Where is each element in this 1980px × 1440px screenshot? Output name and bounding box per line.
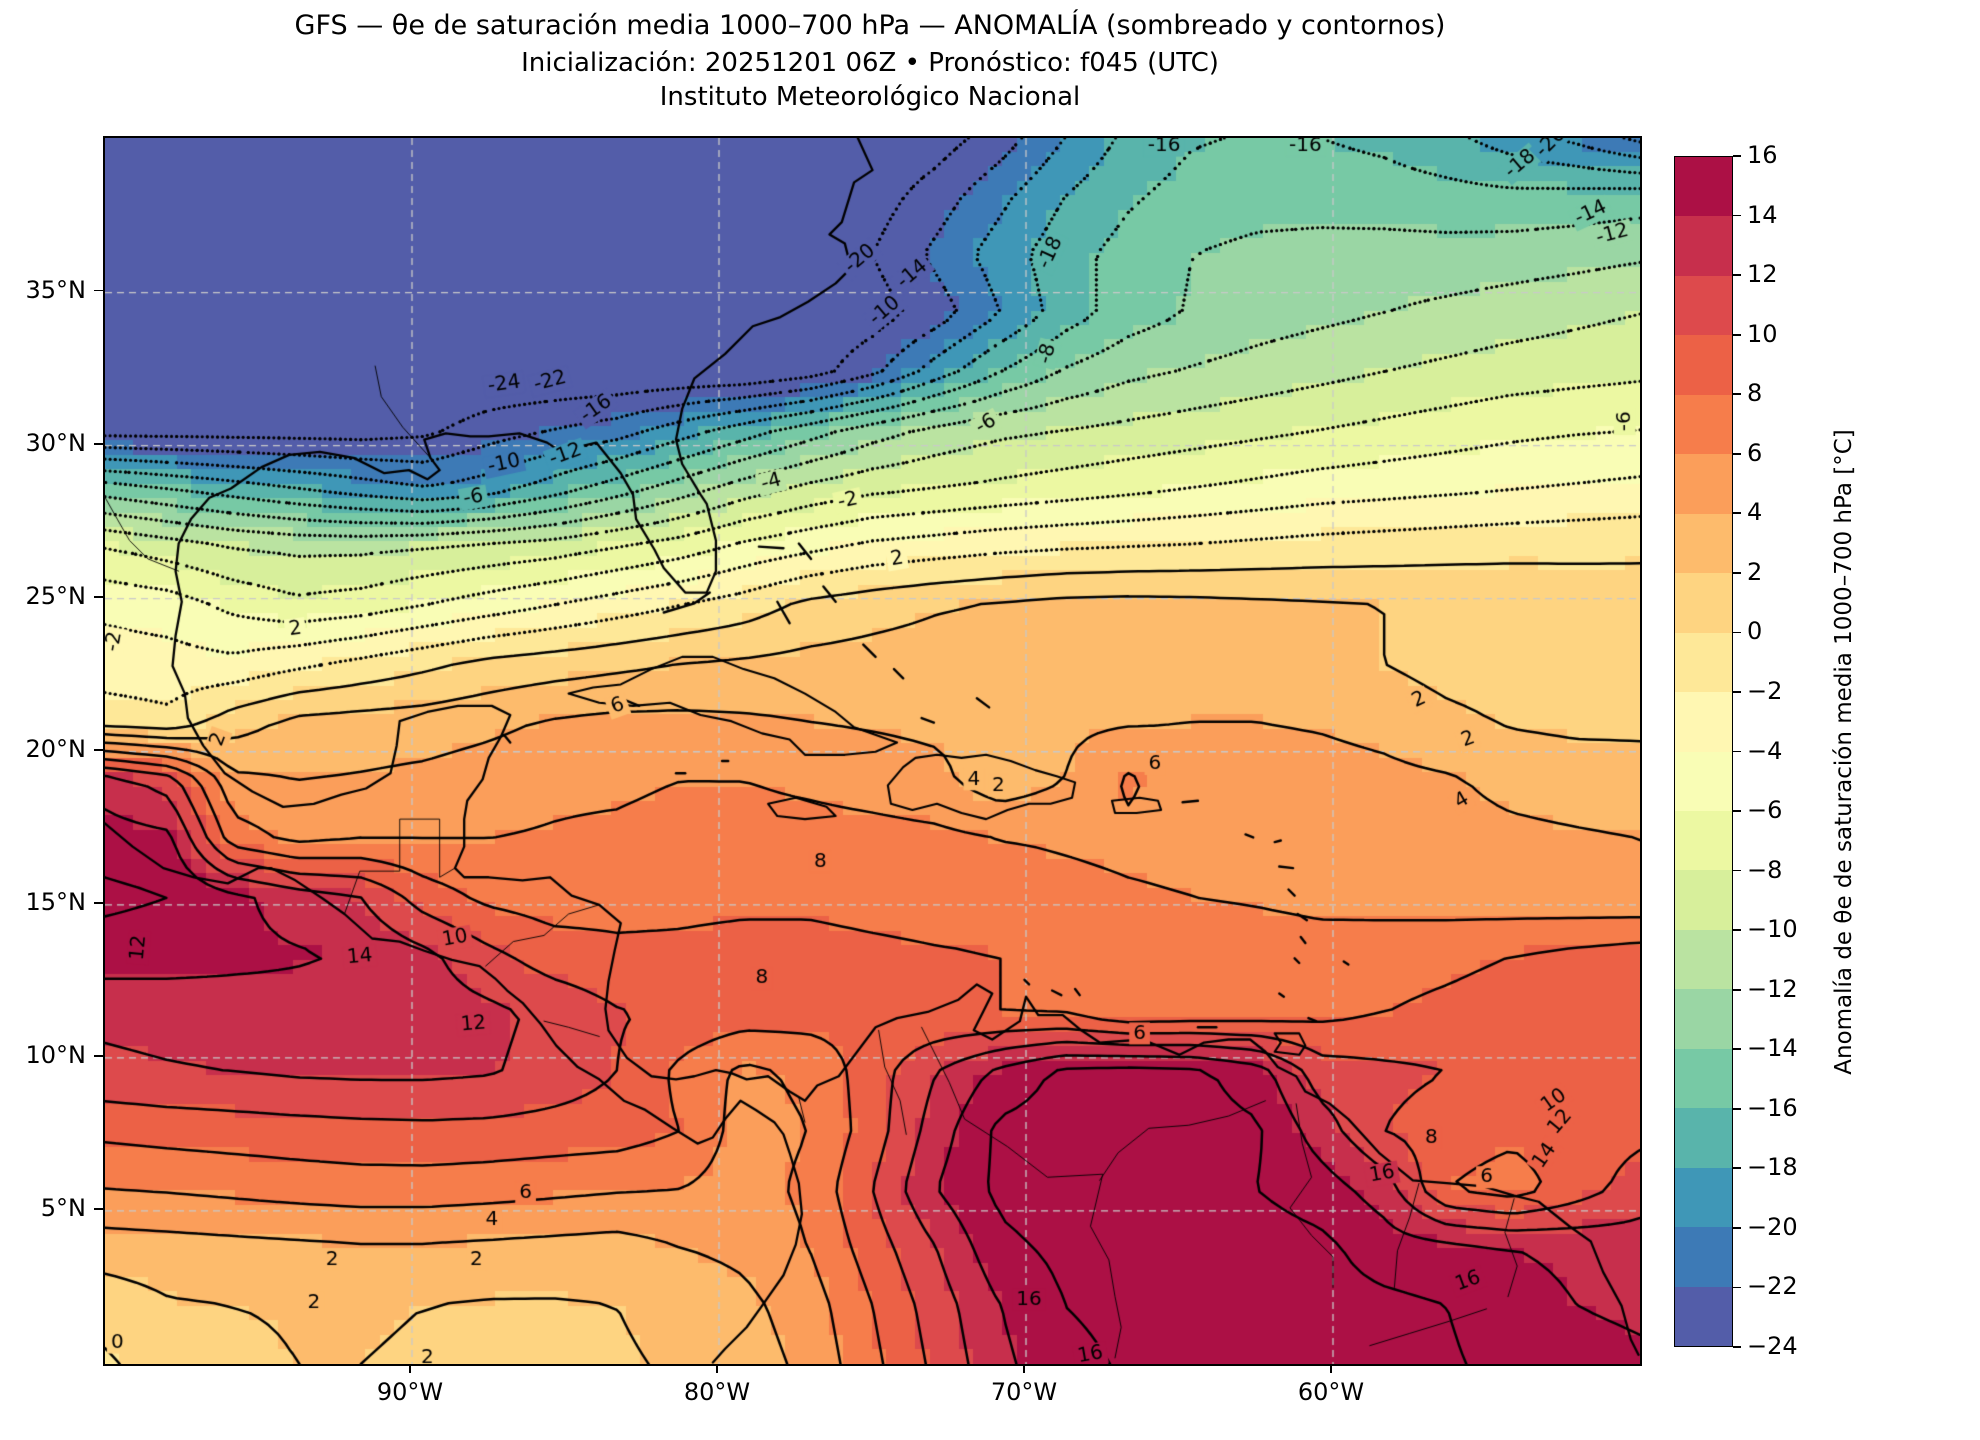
- colorbar-tick-label: −2: [1747, 676, 1783, 705]
- colorbar-tick-label: 10: [1747, 319, 1778, 348]
- colorbar-tick-label: −10: [1747, 915, 1798, 944]
- chart-subtitle-institution: Instituto Meteorológico Nacional: [659, 82, 1081, 112]
- chart-subtitle-init-forecast: Inicialización: 20251201 06Z • Pronóstic…: [521, 48, 1219, 78]
- colorbar-tick: [1733, 1167, 1741, 1170]
- colorbar-band: [1675, 573, 1732, 633]
- chart-title: GFS — θe de saturación media 1000–700 hP…: [294, 10, 1446, 41]
- colorbar-band: [1675, 1108, 1732, 1168]
- colorbar-tick: [1733, 214, 1741, 217]
- colorbar-axis-label: Anomalía de θe de saturación media 1000–…: [1831, 429, 1857, 1075]
- colorbar-tick: [1733, 988, 1741, 991]
- y-axis-tick-label: 20°N: [25, 734, 87, 763]
- colorbar: [1674, 156, 1733, 1347]
- colorbar-band: [1675, 454, 1732, 514]
- colorbar-tick-label: −22: [1747, 1272, 1798, 1301]
- colorbar-tick-label: 4: [1747, 498, 1763, 527]
- colorbar-tick-label: 12: [1747, 260, 1778, 289]
- colorbar-tick-label: −18: [1747, 1153, 1798, 1182]
- colorbar-band: [1675, 513, 1732, 574]
- colorbar-tick-label: −4: [1747, 736, 1783, 765]
- x-axis-tick-label: 90°W: [376, 1378, 444, 1406]
- x-axis-tick-label: 70°W: [990, 1378, 1058, 1406]
- colorbar-band: [1675, 1227, 1732, 1287]
- colorbar-tick: [1733, 1107, 1741, 1110]
- colorbar-band: [1675, 157, 1732, 217]
- y-axis-tick-label: 15°N: [25, 887, 87, 916]
- y-axis-tick: [94, 1208, 103, 1210]
- colorbar-tick: [1733, 929, 1741, 932]
- map-plot-area: [103, 136, 1642, 1366]
- colorbar-tick-label: −14: [1747, 1034, 1798, 1063]
- colorbar-tick: [1733, 1048, 1741, 1051]
- colorbar-band: [1675, 692, 1732, 752]
- y-axis-tick: [94, 289, 103, 292]
- colorbar-tick: [1733, 393, 1741, 396]
- colorbar-tick-label: 8: [1747, 379, 1763, 408]
- colorbar-tick-label: −24: [1747, 1332, 1798, 1360]
- colorbar-tick-label: 0: [1747, 617, 1763, 646]
- colorbar-tick: [1733, 512, 1741, 515]
- y-axis-tick: [94, 1054, 103, 1057]
- colorbar-tick: [1733, 333, 1741, 336]
- colorbar-band: [1675, 870, 1732, 930]
- colorbar-tick: [1733, 631, 1741, 634]
- y-axis-tick-label: 5°N: [40, 1193, 86, 1222]
- colorbar-band: [1675, 929, 1732, 990]
- y-axis-tick: [94, 748, 103, 751]
- colorbar-band: [1675, 216, 1732, 276]
- colorbar-tick: [1733, 571, 1741, 574]
- y-axis-tick-label: 10°N: [25, 1040, 87, 1069]
- colorbar-band: [1675, 810, 1732, 871]
- colorbar-tick: [1733, 155, 1741, 157]
- colorbar-tick: [1733, 750, 1741, 753]
- colorbar-band: [1675, 335, 1732, 395]
- x-axis-tick: [716, 1364, 718, 1373]
- colorbar-tick: [1733, 691, 1741, 693]
- colorbar-tick: [1733, 810, 1741, 812]
- colorbar-band: [1675, 394, 1732, 455]
- colorbar-tick: [1733, 1227, 1741, 1229]
- x-axis-tick: [409, 1364, 411, 1373]
- y-axis-tick-label: 25°N: [25, 581, 87, 610]
- colorbar-tick: [1733, 869, 1741, 872]
- colorbar-tick-label: 2: [1747, 557, 1763, 586]
- colorbar-band: [1675, 1167, 1732, 1228]
- colorbar-tick-label: 14: [1747, 200, 1778, 229]
- colorbar-tick-label: −20: [1747, 1212, 1798, 1241]
- x-axis-tick: [1330, 1364, 1332, 1373]
- colorbar-band: [1675, 751, 1732, 811]
- colorbar-tick-label: −6: [1747, 796, 1783, 825]
- colorbar-tick: [1733, 1286, 1741, 1289]
- colorbar-tick: [1733, 1346, 1741, 1348]
- x-axis-tick-label: 80°W: [683, 1378, 751, 1406]
- colorbar-tick-label: −16: [1747, 1093, 1798, 1122]
- colorbar-band: [1675, 1286, 1732, 1347]
- colorbar-tick: [1733, 452, 1741, 455]
- y-axis-tick: [94, 442, 103, 445]
- y-axis-tick: [94, 901, 103, 904]
- colorbar-band: [1675, 989, 1732, 1049]
- anomaly-map-canvas: [105, 138, 1640, 1364]
- y-axis-tick: [94, 595, 103, 598]
- x-axis-tick: [1023, 1364, 1025, 1373]
- y-axis-tick-label: 35°N: [25, 275, 87, 304]
- x-axis-tick-label: 60°W: [1297, 1378, 1365, 1406]
- colorbar-tick-label: −12: [1747, 974, 1798, 1003]
- colorbar-tick-label: −8: [1747, 855, 1783, 884]
- colorbar-band: [1675, 632, 1732, 693]
- colorbar-tick-label: 6: [1747, 438, 1763, 467]
- colorbar-band: [1675, 1048, 1732, 1109]
- y-axis-tick-label: 30°N: [25, 428, 87, 457]
- colorbar-band: [1675, 275, 1732, 336]
- colorbar-tick: [1733, 274, 1741, 276]
- colorbar-tick-label: 16: [1747, 141, 1778, 169]
